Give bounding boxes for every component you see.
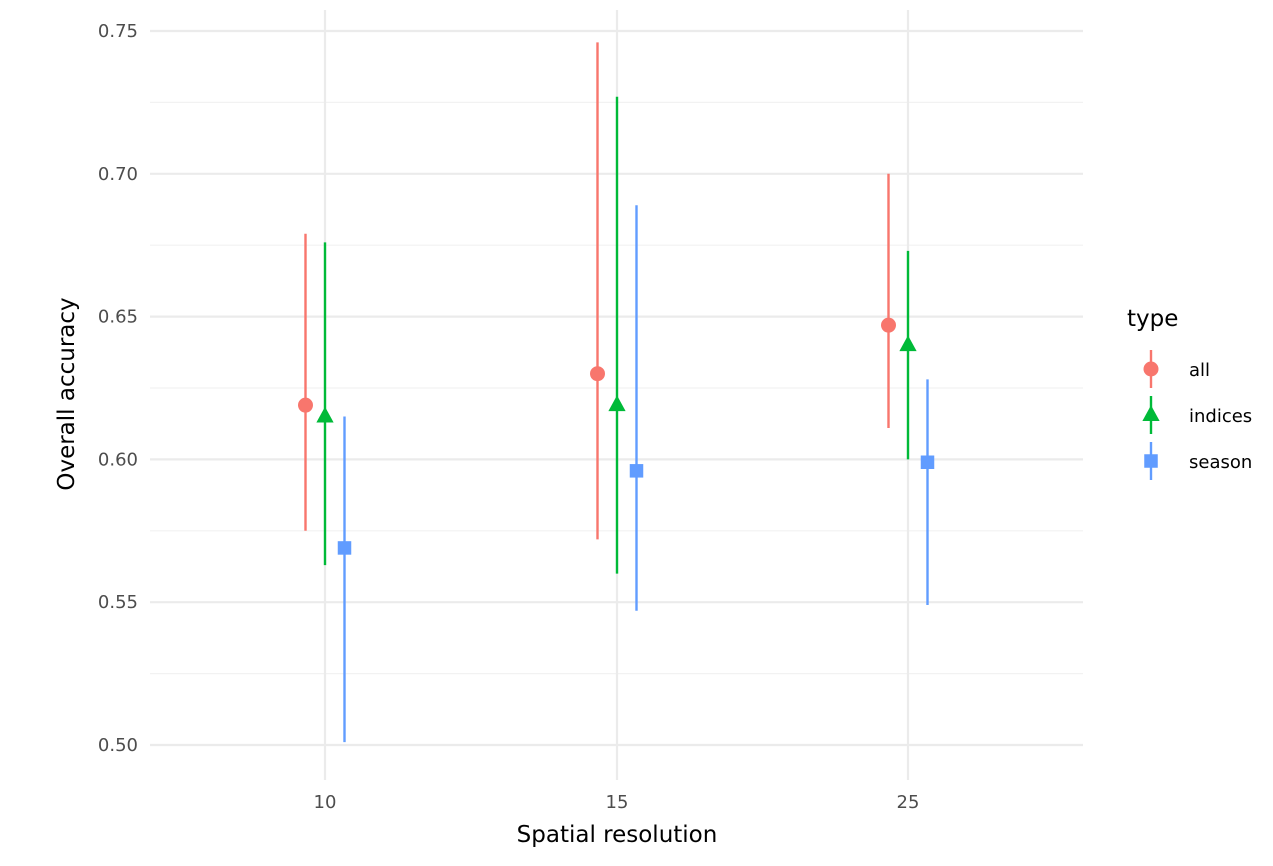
point-indices [316,406,334,423]
legend-key-all [1143,361,1159,377]
point-indices [899,335,917,352]
legend: type all indices season [1127,306,1252,480]
y-tick-label: 0.55 [98,592,138,613]
y-axis-title: Overall accuracy [54,297,80,490]
x-axis-ticks: 10 15 25 [314,792,920,813]
point-indices [608,395,626,412]
point-season [337,541,352,555]
x-tick-label: 15 [606,792,629,813]
point-all [590,366,605,382]
legend-label-season: season [1189,452,1252,473]
y-tick-label: 0.60 [98,449,138,470]
point-all [881,317,896,333]
point-season [629,464,644,478]
legend-key-indices [1142,405,1160,421]
x-tick-label: 25 [897,792,920,813]
y-tick-label: 0.65 [98,307,138,328]
data-marks [298,42,935,743]
point-all [298,397,313,413]
y-tick-label: 0.50 [98,735,138,756]
x-tick-label: 10 [314,792,337,813]
point-season [920,455,935,470]
x-axis-title: Spatial resolution [517,822,718,848]
y-tick-label: 0.70 [98,164,138,185]
legend-label-all: all [1189,360,1210,381]
legend-title: type [1127,306,1178,332]
y-tick-label: 0.75 [98,21,138,42]
legend-label-indices: indices [1189,406,1252,427]
legend-key-season [1144,454,1158,468]
y-axis-ticks: 0.50 0.55 0.60 0.65 0.70 0.75 [98,21,138,756]
